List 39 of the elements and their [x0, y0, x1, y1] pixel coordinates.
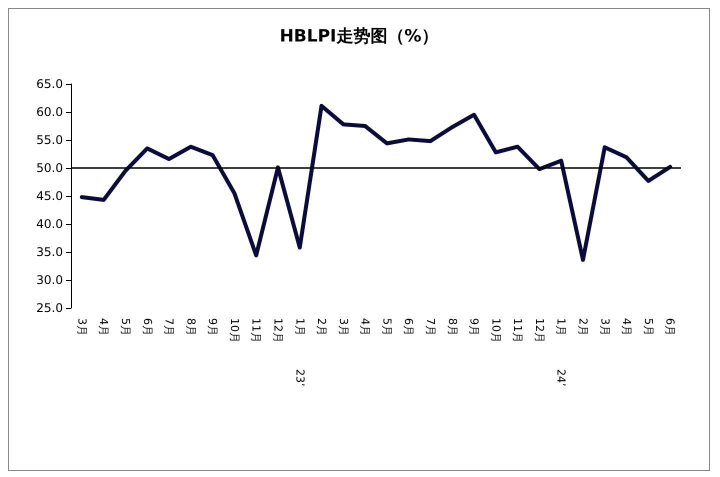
x-tick-label: 5月 [118, 318, 132, 336]
y-tick-label: 25.0 [36, 301, 63, 315]
x-tick-label: 1月 23’ [293, 318, 306, 386]
x-tick-label: 7月 [424, 318, 437, 336]
x-tick-label: 4月 [97, 318, 110, 336]
x-tick-label: 2月 [576, 318, 590, 336]
x-tick-label: 1月 24’ [554, 318, 568, 386]
x-tick-label: 6月 [664, 318, 677, 336]
x-tick-label: 9月 [206, 318, 220, 336]
x-tick-label: 6月 [140, 318, 154, 336]
y-tick-label: 35.0 [36, 245, 63, 259]
x-tick-label: 4月 [620, 318, 634, 336]
x-tick-label: 9月 [468, 318, 481, 336]
line-series [80, 104, 672, 262]
y-tick-label: 50.0 [36, 161, 63, 175]
y-tick-label: 60.0 [36, 105, 63, 119]
y-tick-label: 40.0 [36, 217, 63, 231]
x-tick-label: 5月 [642, 318, 655, 336]
x-tick-label: 5月 [380, 318, 394, 336]
y-tick-label: 30.0 [36, 273, 63, 287]
x-tick-label: 10月 [489, 318, 502, 343]
x-tick-label: 10月 [228, 318, 241, 343]
x-tick-label: 3月 [75, 318, 88, 336]
x-tick-label: 8月 [184, 318, 198, 336]
x-tick-label: 3月 [598, 318, 612, 336]
x-tick-label: 4月 [358, 318, 372, 336]
chart-title: HBLPI走势图（%） [280, 26, 438, 46]
x-tick-label: 7月 [162, 318, 176, 336]
x-tick-label: 12月 [532, 318, 546, 343]
x-tick-label: 6月 [402, 318, 416, 336]
y-tick-label: 45.0 [36, 189, 63, 203]
x-tick-label: 8月 [446, 318, 459, 336]
y-tick-label: 65.0 [36, 77, 63, 91]
x-tick-label: 12月 [271, 318, 284, 343]
x-tick-label: 11月 [511, 318, 524, 343]
x-tick-label: 11月 [250, 318, 263, 343]
x-tick-label: 3月 [336, 318, 350, 336]
y-tick-label: 55.0 [36, 133, 63, 147]
x-tick-label: 2月 [315, 318, 328, 336]
